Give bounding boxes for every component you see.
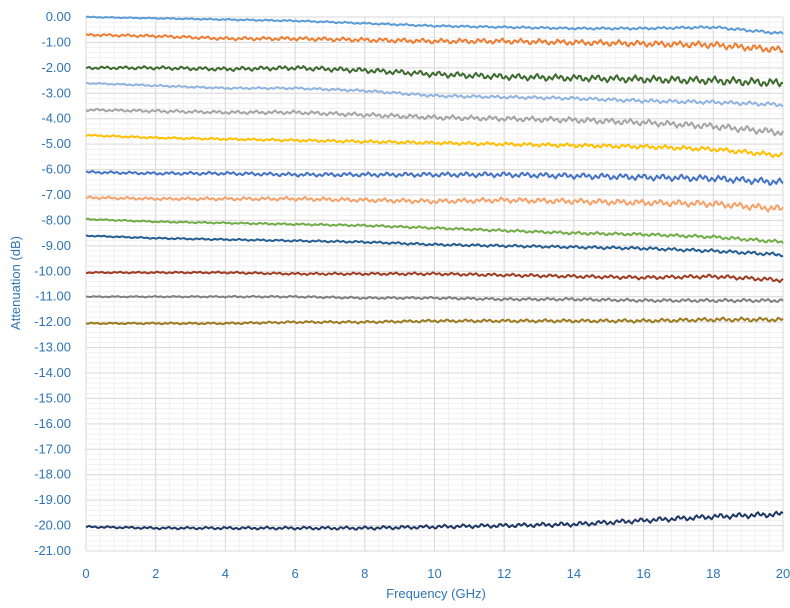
x-tick-label: 4 <box>222 566 229 581</box>
y-tick-label: -8.00 <box>41 212 71 227</box>
x-tick-label: 16 <box>636 566 650 581</box>
y-tick-label: -5.00 <box>41 136 71 151</box>
x-tick-label: 8 <box>361 566 368 581</box>
y-tick-label: -12.00 <box>34 314 71 329</box>
series-line <box>85 133 784 159</box>
series-group <box>85 15 784 531</box>
grid <box>85 16 784 552</box>
series-line <box>85 316 784 326</box>
y-tick-label: -11.00 <box>35 289 71 304</box>
x-tick-label: 20 <box>776 566 790 581</box>
x-tick-label: 6 <box>291 566 298 581</box>
y-axis-ticks: 0.00 -1.00 -2.00 -3.00 -4.00 -5.00 -6.00 -7.00 -… <box>34 9 71 558</box>
x-tick-label: 0 <box>82 566 89 581</box>
y-tick-label: -15.00 <box>34 390 71 405</box>
series-line <box>85 81 784 108</box>
x-tick-label: 14 <box>567 566 581 581</box>
series-line <box>85 270 784 284</box>
y-tick-label: -3.00 <box>41 85 71 100</box>
series-line <box>85 195 784 213</box>
y-tick-label: -1.00 <box>41 34 71 49</box>
y-tick-label: 0.00 <box>46 9 71 24</box>
series-line <box>85 234 784 258</box>
y-tick-label: -13.00 <box>34 340 71 355</box>
x-tick-label: 10 <box>427 566 441 581</box>
series-line <box>85 217 784 244</box>
series-line <box>85 15 784 35</box>
y-tick-label: -2.00 <box>41 60 71 75</box>
series-line <box>85 32 784 54</box>
x-axis-title: Frequency (GHz) <box>386 586 486 601</box>
series-line <box>85 510 784 531</box>
x-tick-label: 18 <box>706 566 720 581</box>
y-tick-label: -17.00 <box>34 441 71 456</box>
y-tick-label: -10.00 <box>34 263 71 278</box>
series-line <box>85 294 784 304</box>
y-tick-label: -21.00 <box>34 543 71 558</box>
y-tick-label: -16.00 <box>34 416 71 431</box>
y-tick-label: -6.00 <box>41 162 71 177</box>
y-tick-label: -4.00 <box>41 111 71 126</box>
series-line <box>85 169 784 186</box>
y-tick-label: -14.00 <box>34 365 71 380</box>
y-tick-label: -7.00 <box>41 187 71 202</box>
x-tick-label: 12 <box>497 566 511 581</box>
x-axis-ticks: 0 2 4 6 8 10 12 14 16 18 20 <box>82 566 790 581</box>
y-tick-label: -9.00 <box>41 238 71 253</box>
series-line <box>85 65 784 88</box>
y-axis-title: Attenuation (dB) <box>8 236 23 330</box>
x-tick-label: 2 <box>152 566 159 581</box>
y-tick-label: -19.00 <box>34 492 71 507</box>
series-line <box>85 107 784 137</box>
y-tick-label: -18.00 <box>34 467 71 482</box>
y-tick-label: -20.00 <box>34 518 71 533</box>
